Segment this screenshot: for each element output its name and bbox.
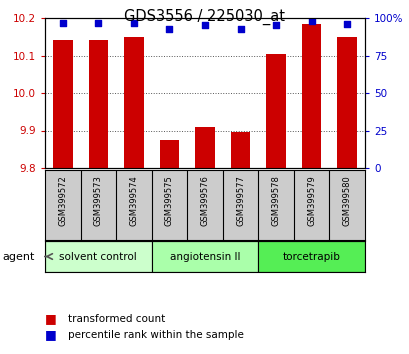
Bar: [266, 53, 285, 168]
Point: [237, 26, 243, 32]
Point: [201, 23, 208, 28]
Text: GSM399572: GSM399572: [58, 176, 67, 226]
Bar: [53, 40, 72, 168]
Text: agent: agent: [2, 251, 34, 262]
Text: GSM399577: GSM399577: [236, 176, 245, 227]
Text: solvent control: solvent control: [59, 251, 137, 262]
Bar: [301, 24, 321, 168]
Text: torcetrapib: torcetrapib: [282, 251, 340, 262]
Bar: [151, 241, 258, 272]
Point: [272, 23, 279, 28]
Point: [166, 26, 172, 32]
Text: GSM399575: GSM399575: [164, 176, 173, 226]
Text: GDS3556 / 225030_at: GDS3556 / 225030_at: [124, 9, 285, 25]
Point: [95, 20, 101, 25]
Text: GSM399578: GSM399578: [271, 176, 280, 227]
Bar: [124, 37, 143, 168]
Bar: [230, 132, 250, 168]
Text: angiotensin II: angiotensin II: [169, 251, 240, 262]
Point: [130, 20, 137, 25]
Bar: [195, 127, 214, 168]
Text: GSM399576: GSM399576: [200, 176, 209, 227]
Text: GSM399573: GSM399573: [94, 176, 103, 227]
Text: transformed count: transformed count: [67, 314, 164, 324]
Text: percentile rank within the sample: percentile rank within the sample: [67, 330, 243, 339]
Bar: [88, 40, 108, 168]
Text: ■: ■: [45, 328, 56, 341]
Point: [59, 20, 66, 25]
Text: GSM399580: GSM399580: [342, 176, 351, 226]
Point: [308, 18, 314, 24]
Point: [343, 21, 350, 27]
Text: GSM399574: GSM399574: [129, 176, 138, 226]
Bar: [337, 37, 356, 168]
Bar: [45, 241, 151, 272]
Bar: [258, 241, 364, 272]
Bar: [159, 140, 179, 168]
Text: GSM399579: GSM399579: [306, 176, 315, 226]
Text: ■: ■: [45, 312, 56, 325]
